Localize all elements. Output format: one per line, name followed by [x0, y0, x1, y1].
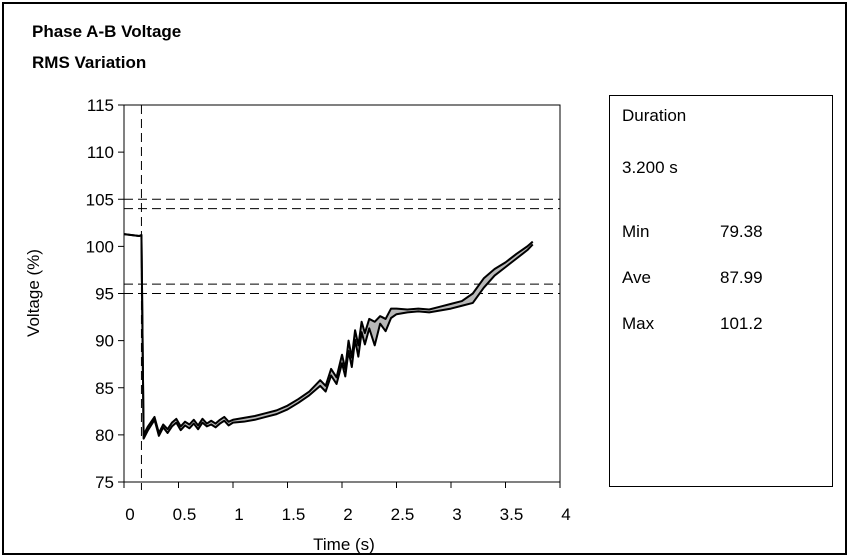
x-tick-label: 3.5 — [500, 505, 524, 524]
y-axis: 75 80 85 90 95 100 105 110 115 — [86, 96, 124, 492]
x-tick-label: 0 — [125, 505, 134, 524]
ave-label: Ave — [622, 268, 651, 287]
duration-value: 3.200 s — [622, 158, 678, 177]
series-upper-line — [123, 233, 534, 436]
y-tick-label: 100 — [86, 237, 114, 256]
duration-label: Duration — [622, 106, 687, 125]
y-tick-label: 85 — [95, 379, 114, 398]
x-tick-label: 3 — [452, 505, 461, 524]
x-tick-label: 2.5 — [391, 505, 415, 524]
chart-title: Phase A-B Voltage — [32, 22, 182, 41]
chart-subtitle: RMS Variation — [32, 53, 147, 72]
x-tick-label: 1 — [234, 505, 243, 524]
max-value: 101.2 — [720, 314, 763, 333]
x-tick-label: 2 — [343, 505, 352, 524]
statistics-panel: Duration 3.200 s Min 79.38 Ave 87.99 Max… — [609, 95, 833, 487]
min-value: 79.38 — [720, 222, 763, 241]
x-axis-title: Time (s) — [313, 535, 375, 554]
x-tick-label: 4 — [561, 505, 570, 524]
x-tick-label: 1.5 — [282, 505, 306, 524]
series-lower-line — [123, 233, 534, 440]
y-tick-label: 115 — [87, 96, 114, 115]
y-tick-label: 95 — [95, 285, 114, 304]
x-axis: 0 0.5 1 1.5 2 2.5 3 3.5 4 — [123, 482, 571, 524]
y-axis-title: Voltage (%) — [24, 249, 43, 337]
series-group — [123, 233, 534, 440]
min-label: Min — [622, 222, 650, 241]
y-tick-label: 90 — [95, 332, 114, 351]
y-tick-label: 75 — [95, 473, 114, 492]
y-tick-label: 105 — [86, 190, 114, 209]
y-tick-label: 110 — [87, 143, 114, 162]
y-tick-label: 80 — [95, 426, 114, 445]
x-tick-label: 0.5 — [173, 505, 197, 524]
max-label: Max — [622, 314, 655, 333]
ave-value: 87.99 — [720, 268, 763, 287]
series-envelope-band — [124, 234, 533, 439]
reference-lines — [124, 105, 560, 490]
